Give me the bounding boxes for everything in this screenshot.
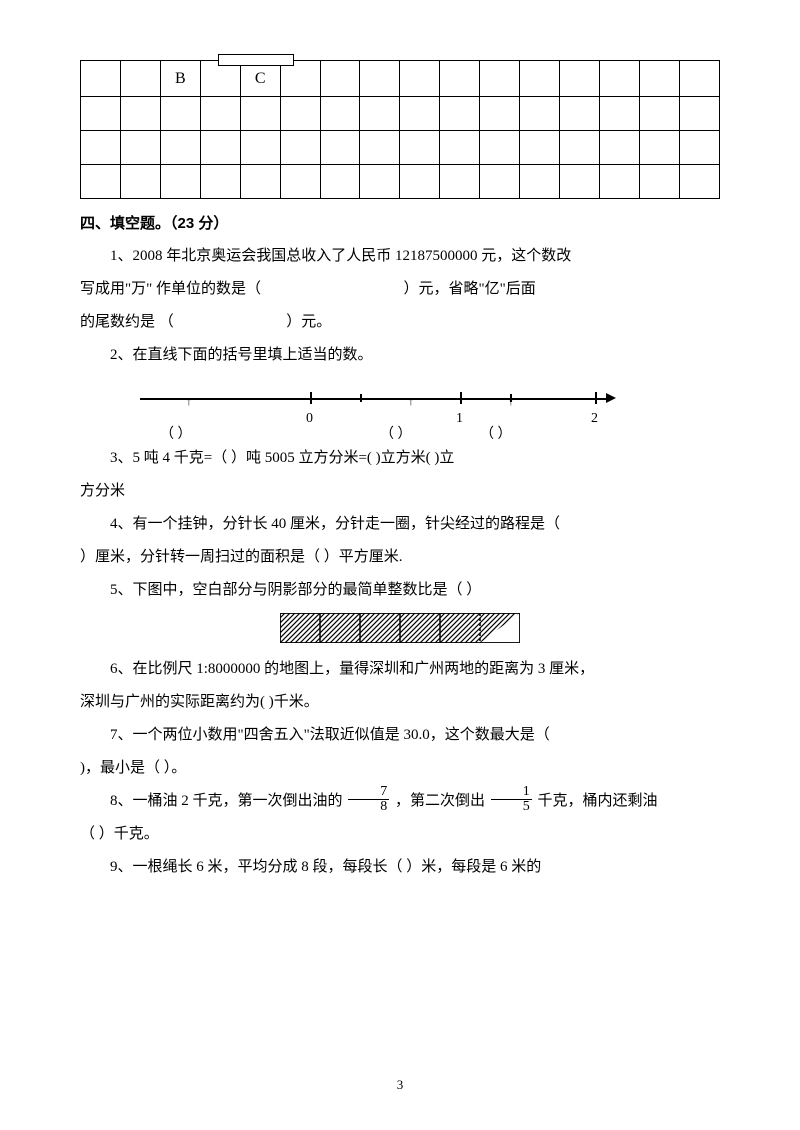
nl-line [140, 398, 610, 400]
nl-label-0: 0 [306, 404, 313, 435]
cell-b: B [160, 61, 200, 97]
q7-line1: 7、一个两位小数用"四舍五入"法取近似值是 30.0，这个数最大是（ [80, 719, 720, 752]
q1-l2b: ）元，省略"亿"后面 [404, 281, 536, 297]
q3-line2: 方分米 [80, 475, 720, 508]
table-row [81, 97, 720, 131]
q5-text: 5、下图中，空白部分与阴影部分的最简单整数比是（ ） [80, 574, 720, 607]
numberline: ↑ ↑ ↑ 0 1 2 （ ） （ ） （ ） [140, 384, 620, 424]
section-title: 四、填空题。（23 分） [80, 207, 720, 240]
q8-post: 千克，桶内还剩油 [538, 793, 658, 809]
up-arrow-icon: ↑ [186, 388, 192, 414]
nl-tick [360, 394, 362, 402]
nl-tick [310, 392, 312, 404]
nl-label-1: 1 [456, 404, 463, 435]
q9-text: 9、一根绳长 6 米，平均分成 8 段，每段长（ ）米，每段是 6 米的 [80, 851, 720, 884]
q4-line2: ）厘米，分针转一周扫过的面积是（ ）平方厘米. [80, 541, 720, 574]
q8-line2: （ ）千克。 [80, 818, 720, 851]
frac-num: 1 [491, 785, 532, 800]
fraction: 1 5 [491, 785, 532, 814]
numberline-wrap: ↑ ↑ ↑ 0 1 2 （ ） （ ） （ ） [140, 384, 720, 424]
q6-line2: 深圳与广州的实际距离约为( )千米。 [80, 686, 720, 719]
hatched-diagram [280, 613, 520, 643]
q1-line2: 写成用"万" 作单位的数是（ ）元，省略"亿"后面 [80, 273, 720, 306]
q8-pre: 8、一桶油 2 千克，第一次倒出油的 [110, 793, 343, 809]
table-row [81, 131, 720, 165]
page-number: 3 [0, 1071, 800, 1100]
nl-paren: （ ） [380, 420, 412, 451]
grid-overlap-box [218, 54, 294, 66]
nl-tick [595, 392, 597, 404]
q1-line3: 的尾数约是 （ ）元。 [80, 306, 720, 339]
nl-tick [460, 392, 462, 404]
q8-mid: ，第二次倒出 [395, 793, 485, 809]
q1-line1: 1、2008 年北京奥运会我国总收入了人民币 12187500000 元，这个数… [80, 240, 720, 273]
q4-line1: 4、有一个挂钟，分针长 40 厘米，分针走一圈，针尖经过的路程是（ [80, 508, 720, 541]
nl-arrow-icon [606, 393, 616, 403]
q7-line2: )，最小是（ ）。 [80, 752, 720, 785]
nl-label-2: 2 [591, 404, 598, 435]
q6-line1: 6、在比例尺 1:8000000 的地图上，量得深圳和广州两地的距离为 3 厘米… [80, 653, 720, 686]
frac-den: 8 [348, 800, 389, 814]
fraction: 7 8 [348, 785, 389, 814]
blank-paren [178, 314, 283, 330]
q1-l3b: ）元。 [286, 314, 331, 330]
frac-num: 7 [348, 785, 389, 800]
q1-l3a: 的尾数约是 （ [80, 314, 174, 330]
table-row: B C [81, 61, 720, 97]
grid-table: B C [80, 60, 720, 199]
frac-den: 5 [491, 800, 532, 814]
nl-paren: （ ） [160, 420, 192, 451]
q8-line1: 8、一桶油 2 千克，第一次倒出油的 7 8 ，第二次倒出 1 5 千克，桶内还… [80, 785, 720, 818]
q1-l2a: 写成用"万" 作单位的数是（ [80, 281, 261, 297]
up-arrow-icon: ↑ [508, 388, 514, 414]
nl-paren: （ ） [480, 420, 512, 451]
table-row [81, 165, 720, 199]
blank-paren [265, 281, 400, 297]
q2-text: 2、在直线下面的括号里填上适当的数。 [80, 339, 720, 372]
up-arrow-icon: ↑ [408, 388, 414, 414]
